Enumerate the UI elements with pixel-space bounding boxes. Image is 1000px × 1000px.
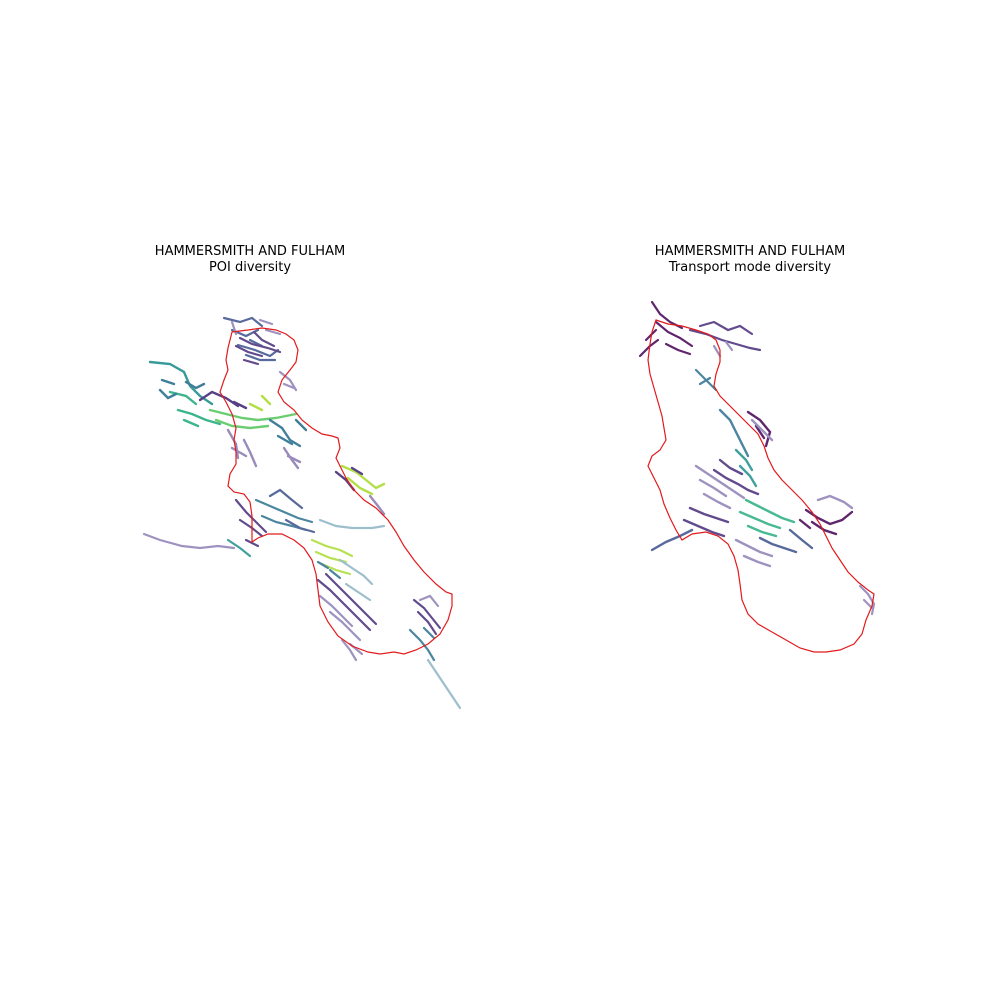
street-network-map-transport [638, 300, 876, 653]
cluster-south-tip [858, 584, 876, 616]
cluster-east [798, 494, 854, 536]
street-network-map-poi [142, 316, 462, 710]
cluster-west-centre [142, 488, 386, 558]
map-title: HAMMERSMITH AND FULHAM Transport mode di… [500, 244, 1000, 276]
cluster-north [222, 316, 298, 392]
street-segments [142, 316, 462, 710]
panel-poi-diversity: HAMMERSMITH AND FULHAM POI diversity [0, 244, 500, 710]
map-title: HAMMERSMITH AND FULHAM POI diversity [0, 244, 500, 276]
street-segments [638, 300, 876, 616]
borough-boundary [219, 327, 453, 655]
cluster-middle [650, 458, 814, 568]
cluster-east-centre [334, 464, 386, 516]
cluster-southeast [408, 594, 462, 710]
cluster-north [638, 300, 762, 392]
map-title-borough: HAMMERSMITH AND FULHAM [154, 244, 346, 259]
cluster-south [310, 538, 378, 662]
cluster-northwest [148, 360, 308, 470]
cluster-centre [718, 408, 774, 488]
map-title-borough: HAMMERSMITH AND FULHAM [654, 244, 846, 259]
map-title-metric: POI diversity [208, 260, 292, 275]
borough-boundary [647, 319, 875, 653]
map-title-metric: Transport mode diversity [668, 260, 832, 275]
panel-transport-diversity: HAMMERSMITH AND FULHAM Transport mode di… [500, 0, 1000, 1000]
